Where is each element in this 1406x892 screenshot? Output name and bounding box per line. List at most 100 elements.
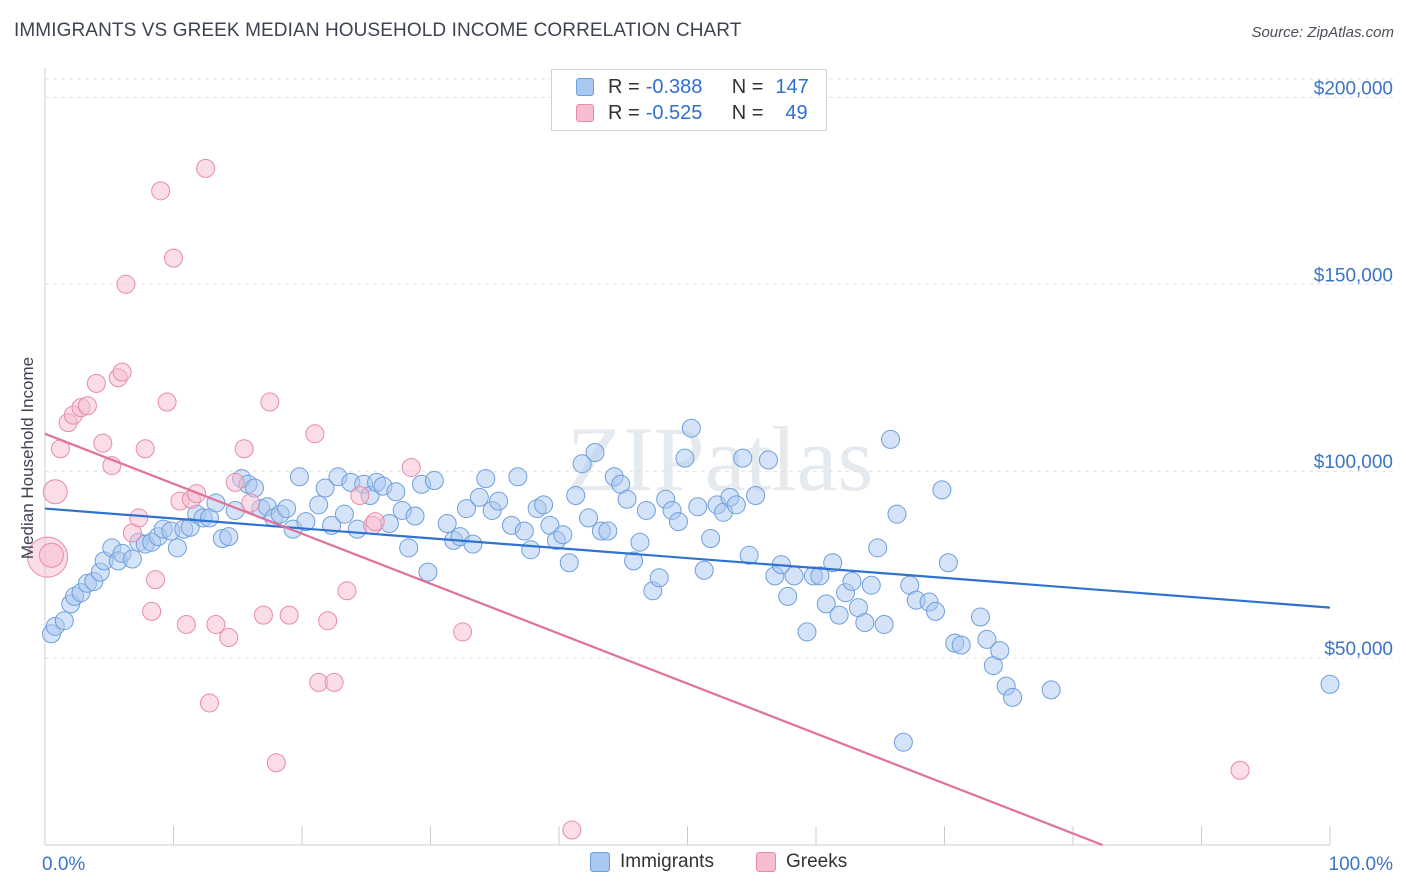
greeks-point xyxy=(260,392,280,412)
immigrants-point xyxy=(694,560,714,580)
immigrants-point xyxy=(977,629,997,649)
immigrants-point xyxy=(938,553,958,573)
immigrants-swatch xyxy=(590,852,610,872)
immigrants-point xyxy=(579,508,599,528)
greeks-point xyxy=(324,672,344,692)
immigrants-point xyxy=(167,538,187,558)
immigrants-point xyxy=(514,521,534,541)
immigrants-point xyxy=(122,549,142,569)
immigrants-point xyxy=(746,485,766,505)
legend-row-greeks: R = -0.525 N = 49 xyxy=(576,101,808,125)
grid-lines xyxy=(45,78,1395,659)
immigrants-point xyxy=(881,429,901,449)
immigrants-point xyxy=(675,448,695,468)
immigrants-point xyxy=(489,491,509,511)
immigrants-point xyxy=(669,512,689,532)
greeks-point xyxy=(196,158,216,178)
immigrants-point xyxy=(842,571,862,591)
immigrants-point xyxy=(874,614,894,634)
greeks-point xyxy=(365,512,385,532)
legend-item-immigrants[interactable]: Immigrants xyxy=(590,851,714,873)
immigrants-point xyxy=(784,566,804,586)
immigrants-point xyxy=(277,499,297,519)
correlation-legend: R = -0.388 N = 147 R = -0.525 N = 49 xyxy=(551,69,827,131)
n-value: 49 xyxy=(785,101,808,124)
immigrants-point xyxy=(315,478,335,498)
immigrants-point xyxy=(418,562,438,582)
greeks-point xyxy=(350,485,370,505)
greeks-point xyxy=(199,693,219,713)
immigrants-point xyxy=(1003,687,1023,707)
immigrants-point xyxy=(810,566,830,586)
immigrants-point xyxy=(893,732,913,752)
greeks-point xyxy=(93,433,113,453)
immigrants-point xyxy=(617,489,637,509)
immigrants-point xyxy=(868,538,888,558)
x-tick-label: 100.0% xyxy=(1329,854,1394,875)
greeks-point xyxy=(318,611,338,631)
greeks-point xyxy=(1230,760,1250,780)
immigrants-point xyxy=(534,495,554,515)
immigrants-point xyxy=(424,471,444,491)
y-tick-label: $100,000 xyxy=(1314,452,1393,473)
axes xyxy=(44,68,1331,846)
greeks-point xyxy=(42,479,68,505)
immigrants-trend-line xyxy=(44,507,1331,609)
greeks-point xyxy=(157,392,177,412)
x-tick-labels: 0.0% 100.0% xyxy=(42,854,1393,875)
immigrants-point xyxy=(559,553,579,573)
greeks-point xyxy=(401,457,421,477)
immigrants-point xyxy=(816,594,836,614)
greeks-point xyxy=(146,570,166,590)
greeks-point xyxy=(77,396,97,416)
y-axis-label: Median Household Income xyxy=(18,357,37,559)
immigrants-point xyxy=(823,553,843,573)
immigrants-point xyxy=(624,551,644,571)
immigrants-point xyxy=(990,641,1010,661)
immigrants-point xyxy=(437,514,457,534)
immigrants-point xyxy=(219,527,239,547)
immigrants-point xyxy=(399,538,419,558)
greeks-point xyxy=(234,439,254,459)
r-label: R = xyxy=(608,75,640,98)
immigrants-point xyxy=(469,487,489,507)
n-label: N = xyxy=(731,101,764,124)
legend-label-greeks: Greeks xyxy=(786,851,848,872)
n-label: N = xyxy=(731,75,764,98)
immigrants-point xyxy=(508,467,528,487)
immigrants-point xyxy=(553,525,573,545)
immigrants-point xyxy=(797,622,817,642)
immigrants-point xyxy=(405,506,425,526)
greeks-point xyxy=(116,274,136,294)
immigrants-point xyxy=(521,540,541,560)
immigrants-point xyxy=(296,512,316,532)
greeks-points xyxy=(27,158,1250,840)
greeks-point xyxy=(129,508,149,528)
greeks-point xyxy=(337,581,357,601)
legend-row-immigrants: R = -0.388 N = 147 xyxy=(576,75,809,99)
immigrants-point xyxy=(476,469,496,489)
immigrants-point xyxy=(334,504,354,524)
chart-title: IMMIGRANTS VS GREEK MEDIAN HOUSEHOLD INC… xyxy=(14,20,742,41)
greeks-point xyxy=(305,424,325,444)
immigrants-point xyxy=(758,450,778,470)
greeks-point xyxy=(219,628,239,648)
immigrants-point xyxy=(1041,680,1061,700)
immigrants-point xyxy=(887,504,907,524)
immigrants-point xyxy=(970,607,990,627)
y-tick-label: $200,000 xyxy=(1314,78,1393,99)
r-value: -0.525 xyxy=(645,101,703,124)
immigrants-point xyxy=(598,521,618,541)
greeks-point xyxy=(206,614,226,634)
greeks-point xyxy=(176,614,196,634)
y-tick-label: $150,000 xyxy=(1314,265,1393,286)
immigrants-point xyxy=(829,605,849,625)
greeks-swatch xyxy=(576,104,594,122)
greeks-point xyxy=(266,753,286,773)
greeks-point xyxy=(453,622,473,642)
immigrants-point xyxy=(739,545,759,565)
immigrants-point xyxy=(932,480,952,500)
immigrants-point xyxy=(688,497,708,517)
immigrants-point xyxy=(681,418,701,438)
legend-item-greeks[interactable]: Greeks xyxy=(756,851,847,873)
